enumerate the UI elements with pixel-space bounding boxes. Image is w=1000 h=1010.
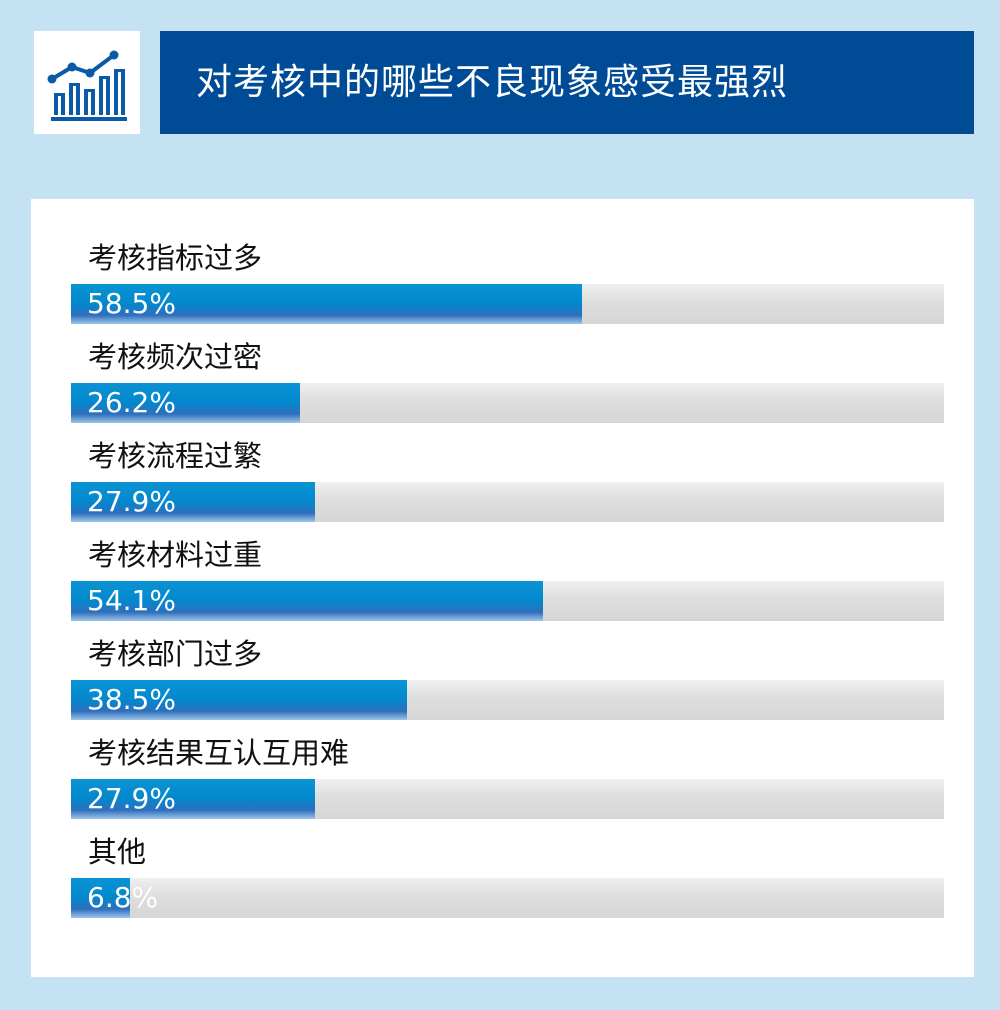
bar-row: 考核频次过密 26.2% — [71, 337, 945, 427]
bar-row: 考核部门过多 38.5% — [71, 634, 945, 724]
category-label: 考核部门过多 — [88, 637, 263, 671]
category-label: 考核指标过多 — [88, 241, 263, 275]
value-label: 38.5% — [87, 683, 176, 716]
bar-track — [71, 581, 944, 621]
bar-row: 考核材料过重 54.1% — [71, 535, 945, 625]
bar — [71, 581, 543, 621]
bar — [71, 383, 300, 423]
bar-track — [71, 383, 944, 423]
chart-title: 对考核中的哪些不良现象感受最强烈 — [196, 62, 789, 103]
bar-track — [71, 680, 944, 720]
bar — [71, 482, 315, 522]
category-label: 考核频次过密 — [88, 340, 263, 374]
bar-track — [71, 779, 944, 819]
category-label: 考核结果互认互用难 — [88, 736, 350, 770]
bar-track — [71, 284, 944, 324]
bar — [71, 680, 407, 720]
bar — [71, 284, 582, 324]
value-label: 6.8% — [87, 881, 159, 914]
bar-row: 考核结果互认互用难 27.9% — [71, 733, 945, 823]
value-label: 54.1% — [87, 584, 176, 617]
bar-chart-trend-icon — [47, 50, 127, 121]
chart-icon-box — [34, 31, 140, 134]
category-label: 考核流程过繁 — [88, 439, 263, 473]
bar-row: 考核指标过多 58.5% — [71, 238, 945, 328]
value-label: 27.9% — [87, 485, 176, 518]
category-label: 考核材料过重 — [88, 538, 263, 572]
value-label: 58.5% — [87, 287, 176, 320]
bar — [71, 779, 315, 819]
value-label: 27.9% — [87, 782, 176, 815]
title-bar: 对考核中的哪些不良现象感受最强烈 — [160, 31, 974, 134]
bar — [71, 878, 130, 918]
bar-row: 其他 6.8% — [71, 832, 945, 922]
chart-panel: 考核指标过多 58.5% 考核频次过密 26.2% 考核流程过繁 27.9% 考核材料过重 5… — [31, 199, 974, 977]
bar-track — [71, 482, 944, 522]
value-label: 26.2% — [87, 386, 176, 419]
category-label: 其他 — [88, 835, 147, 869]
bar-row: 考核流程过繁 27.9% — [71, 436, 945, 526]
bar-track — [71, 878, 944, 918]
